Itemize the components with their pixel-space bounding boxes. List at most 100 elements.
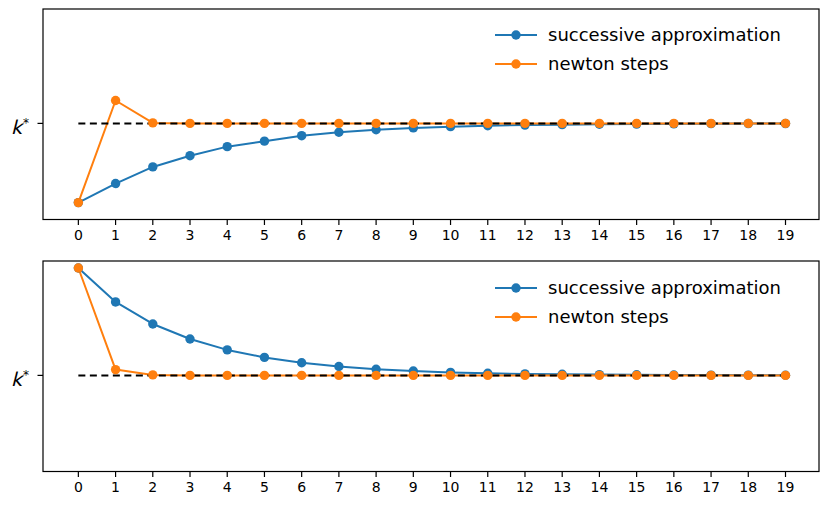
data-point-marker — [185, 334, 194, 343]
x-tick-label: 17 — [702, 227, 720, 243]
data-point-marker — [260, 136, 269, 145]
data-point-marker — [669, 119, 678, 128]
legend-bottom: successive approximation newton steps — [494, 273, 824, 331]
x-tick-label: 13 — [553, 479, 571, 495]
x-tick-label: 11 — [479, 479, 497, 495]
data-point-marker — [223, 371, 232, 380]
data-point-marker — [446, 371, 455, 380]
x-tick-label: 6 — [297, 479, 306, 495]
data-point-marker — [297, 131, 306, 140]
x-tick-label: 16 — [665, 227, 683, 243]
data-point-marker — [260, 119, 269, 128]
figure: 0123456789101112131415161718190123456789… — [0, 0, 828, 505]
legend-swatch-line-marker-icon — [494, 28, 538, 42]
data-point-marker — [74, 198, 83, 207]
kstar-superscript: * — [23, 368, 29, 382]
data-point-marker — [371, 119, 380, 128]
data-point-marker — [632, 119, 641, 128]
x-tick-label: 9 — [409, 227, 418, 243]
x-tick-label: 5 — [260, 479, 269, 495]
legend-label: newton steps — [548, 55, 669, 73]
legend-label: successive approximation — [548, 26, 781, 44]
data-point-marker — [744, 119, 753, 128]
data-point-marker — [557, 371, 566, 380]
x-tick-label: 9 — [409, 479, 418, 495]
x-tick-label: 16 — [665, 479, 683, 495]
data-point-marker — [483, 119, 492, 128]
data-point-marker — [223, 345, 232, 354]
x-tick-label: 4 — [223, 479, 232, 495]
data-point-marker — [557, 119, 566, 128]
data-point-marker — [669, 371, 678, 380]
legend-item-newton-steps: newton steps — [494, 49, 824, 78]
series-line-newton-steps — [78, 101, 785, 203]
legend-item-successive-approximation: successive approximation — [494, 273, 824, 302]
y-axis-label-kstar-bottom: k* — [11, 362, 45, 388]
x-tick-label: 3 — [186, 227, 195, 243]
data-point-marker — [148, 118, 157, 127]
x-tick-label: 0 — [74, 479, 83, 495]
data-point-marker — [185, 371, 194, 380]
x-tick-label: 14 — [590, 227, 608, 243]
data-point-marker — [185, 151, 194, 160]
x-tick-label: 12 — [516, 227, 534, 243]
data-point-marker — [632, 371, 641, 380]
series-markers-successive-approximation — [74, 119, 791, 207]
data-point-marker — [111, 297, 120, 306]
x-tick-label: 18 — [739, 227, 757, 243]
kstar-base: k — [11, 116, 22, 138]
data-point-marker — [595, 371, 604, 380]
series-markers-newton-steps — [74, 96, 791, 207]
data-point-marker — [595, 119, 604, 128]
x-tick-label: 1 — [111, 479, 120, 495]
data-point-marker — [223, 119, 232, 128]
x-tick-label: 19 — [777, 479, 795, 495]
legend-swatch-line-marker-icon — [494, 57, 538, 71]
x-tick-label: 17 — [702, 479, 720, 495]
data-point-marker — [111, 179, 120, 188]
x-tick-label: 6 — [297, 227, 306, 243]
legend-label: successive approximation — [548, 279, 781, 297]
data-point-marker — [409, 119, 418, 128]
x-tick-label: 4 — [223, 227, 232, 243]
x-tick-label: 10 — [442, 479, 460, 495]
data-point-marker — [260, 353, 269, 362]
data-point-marker — [74, 263, 83, 272]
x-tick-label: 5 — [260, 227, 269, 243]
data-point-marker — [297, 119, 306, 128]
data-point-marker — [781, 119, 790, 128]
x-tick-label: 15 — [628, 479, 646, 495]
kstar-base: k — [11, 368, 22, 390]
data-point-marker — [706, 371, 715, 380]
data-point-marker — [223, 142, 232, 151]
x-tick-label: 7 — [334, 479, 343, 495]
x-tick-label: 10 — [442, 227, 460, 243]
x-tick-label: 2 — [148, 479, 157, 495]
data-point-marker — [111, 96, 120, 105]
data-point-marker — [334, 119, 343, 128]
x-tick-label: 18 — [739, 479, 757, 495]
y-axis-label-kstar-top: k* — [11, 110, 45, 136]
x-tick-label: 14 — [590, 479, 608, 495]
data-point-marker — [744, 371, 753, 380]
data-point-marker — [520, 371, 529, 380]
data-point-marker — [334, 128, 343, 137]
x-tick-label: 11 — [479, 227, 497, 243]
data-point-marker — [446, 119, 455, 128]
legend-item-newton-steps: newton steps — [494, 302, 824, 331]
legend-item-successive-approximation: successive approximation — [494, 20, 824, 49]
data-point-marker — [297, 358, 306, 367]
x-tick-label: 15 — [628, 227, 646, 243]
data-point-marker — [409, 371, 418, 380]
x-tick-label: 8 — [372, 479, 381, 495]
x-tick-label: 2 — [148, 227, 157, 243]
data-point-marker — [706, 119, 715, 128]
data-point-marker — [185, 119, 194, 128]
legend-swatch-line-marker-icon — [494, 281, 538, 295]
data-point-marker — [148, 370, 157, 379]
legend-swatch-line-marker-icon — [494, 310, 538, 324]
x-tick-label: 7 — [334, 227, 343, 243]
x-tick-label: 12 — [516, 479, 534, 495]
x-tick-label: 13 — [553, 227, 571, 243]
legend-label: newton steps — [548, 308, 669, 326]
